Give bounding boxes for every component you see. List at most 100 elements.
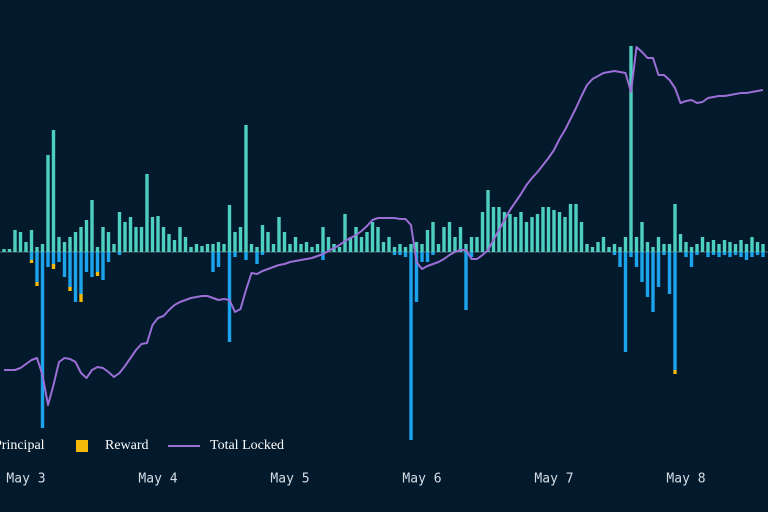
bar <box>211 244 215 252</box>
x-tick-label: May 6 <box>402 472 441 487</box>
bar <box>431 222 435 252</box>
x-tick-label: May 3 <box>6 472 45 487</box>
bar <box>73 252 78 302</box>
bar <box>546 207 551 252</box>
bar <box>618 252 622 267</box>
legend-swatch <box>76 440 88 452</box>
bar <box>321 252 325 260</box>
bar <box>436 244 441 252</box>
bar <box>73 232 78 252</box>
bar <box>706 252 710 257</box>
bar <box>266 232 270 252</box>
bar <box>51 130 56 252</box>
bar <box>271 244 276 252</box>
bar <box>90 200 94 252</box>
bar <box>172 240 177 252</box>
bar <box>227 252 232 342</box>
bar <box>596 242 600 252</box>
bar <box>678 234 683 252</box>
bar <box>145 174 149 252</box>
bar <box>486 190 490 252</box>
x-tick-label: May 8 <box>666 472 705 487</box>
bar <box>40 244 45 252</box>
bar <box>68 252 72 287</box>
bar <box>557 212 562 252</box>
bar <box>425 252 430 262</box>
bar <box>585 244 589 252</box>
bar <box>365 232 369 252</box>
bar <box>750 237 754 252</box>
x-tick-label: May 7 <box>534 472 573 487</box>
bar <box>84 252 89 272</box>
bar <box>117 252 122 255</box>
bar <box>123 222 127 252</box>
bar <box>634 252 639 267</box>
bar <box>260 252 265 255</box>
bar <box>623 252 628 352</box>
bar <box>750 252 754 257</box>
bar <box>458 227 463 252</box>
bar <box>656 237 661 252</box>
bar <box>568 204 573 252</box>
bar <box>68 287 72 291</box>
bar <box>667 252 672 294</box>
bar <box>156 216 160 252</box>
bar <box>35 252 39 282</box>
legend-label: Total Locked <box>210 438 284 453</box>
bar <box>277 217 281 252</box>
bar <box>227 205 232 252</box>
bar <box>183 237 188 252</box>
bar <box>403 247 408 252</box>
bar <box>673 204 677 252</box>
bar <box>62 242 67 252</box>
bar <box>244 125 248 252</box>
bar <box>744 252 749 260</box>
bar <box>233 252 237 257</box>
bar <box>733 252 738 255</box>
bar <box>420 252 424 262</box>
bar <box>579 222 584 252</box>
bar <box>464 252 468 310</box>
bar <box>431 252 435 255</box>
bar <box>95 247 100 252</box>
bar <box>194 244 199 252</box>
bar <box>667 244 672 252</box>
bar <box>574 204 578 252</box>
bar <box>513 217 518 252</box>
bar <box>13 230 17 252</box>
bar <box>282 232 287 252</box>
bar <box>95 272 100 276</box>
bar <box>530 217 534 252</box>
bar <box>645 242 650 252</box>
bar <box>84 220 89 252</box>
bar <box>57 237 61 252</box>
bar <box>178 227 182 252</box>
bar <box>117 212 122 252</box>
bar <box>370 222 375 252</box>
line <box>4 46 764 406</box>
x-tick-label: May 5 <box>270 472 309 487</box>
bar <box>255 252 259 264</box>
bar <box>139 227 144 252</box>
bar <box>46 155 50 252</box>
bar <box>35 247 39 252</box>
bar <box>392 252 397 255</box>
bar <box>662 252 666 255</box>
bar <box>337 247 342 252</box>
bar <box>244 252 248 260</box>
bar <box>524 222 529 252</box>
bar <box>79 252 83 294</box>
bar <box>684 252 688 257</box>
bar <box>343 214 347 252</box>
bar <box>629 252 633 257</box>
bar <box>46 252 50 267</box>
bar <box>315 244 320 252</box>
bar <box>216 252 221 267</box>
bar <box>662 244 666 252</box>
bar <box>744 244 749 252</box>
bar <box>79 294 83 302</box>
bar <box>673 370 677 374</box>
bar <box>106 232 111 252</box>
bar <box>689 252 694 267</box>
